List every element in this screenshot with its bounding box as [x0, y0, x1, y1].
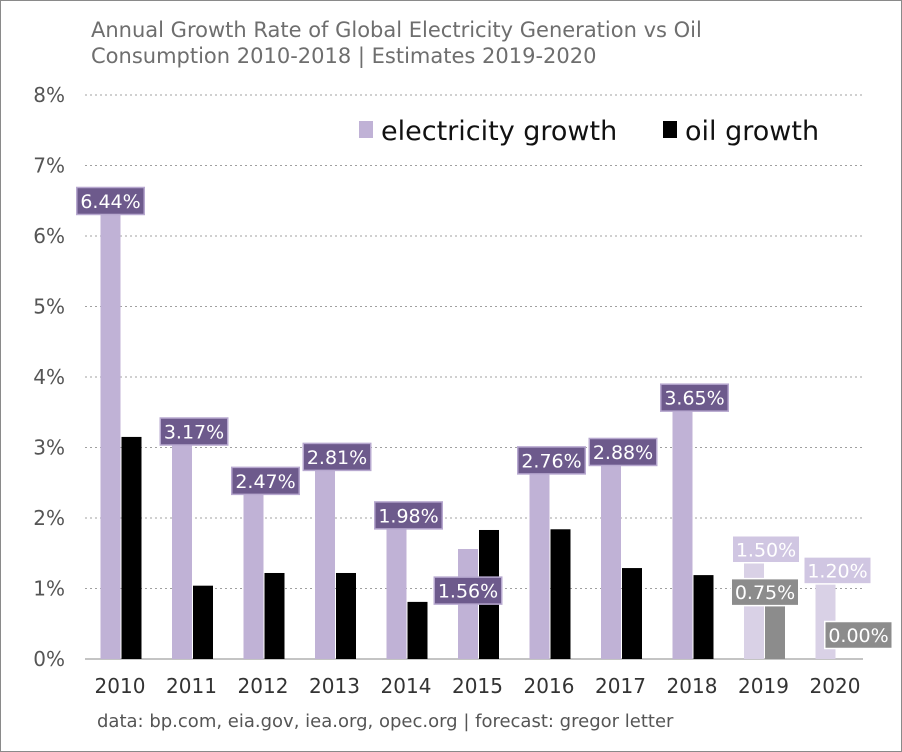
label-electricity-2010: 6.44%	[76, 186, 145, 216]
label-electricity-2013-box	[302, 442, 372, 472]
chart-title-line-2: Consumption 2010-2018 | Estimates 2019-2…	[91, 44, 597, 68]
y-tick-label: 1%	[33, 577, 65, 601]
y-tick-label: 2%	[33, 506, 65, 530]
label-electricity-2013-text: 2.81%	[307, 447, 367, 469]
y-tick-label: 7%	[33, 154, 65, 178]
x-tick-label: 2014	[381, 674, 432, 698]
label-oil-2019: 0.75%	[730, 577, 800, 607]
x-tick-label: 2012	[238, 674, 289, 698]
label-electricity-2015: 1.56%	[433, 576, 503, 605]
label-electricity-2018: 3.65%	[660, 383, 729, 412]
bar-oil-2017	[622, 568, 642, 659]
y-tick-label: 3%	[33, 436, 65, 460]
x-tick-label: 2013	[309, 674, 360, 698]
label-oil-2019-text: 0.75%	[735, 582, 795, 604]
y-tick-label: 0%	[33, 647, 65, 671]
label-electricity-2017: 2.88%	[588, 437, 658, 467]
label-oil-2019-box	[730, 577, 800, 607]
x-axis: 2010 2011 2012 2013 2014 2015 2016 2017 2018 2019…	[95, 674, 861, 698]
label-oil-2020-box	[824, 620, 893, 650]
bar-oil-2012	[264, 572, 285, 659]
label-electricity-2019-text: 1.50%	[736, 539, 796, 561]
y-tick-label: 4%	[33, 365, 65, 389]
label-electricity-2017-text: 2.88%	[593, 442, 653, 464]
label-electricity-2010-box	[76, 186, 145, 216]
label-electricity-2015-box	[433, 576, 503, 605]
label-electricity-2015-text: 1.56%	[438, 581, 498, 603]
bar-oil-2019	[765, 606, 785, 659]
x-tick-label: 2011	[166, 674, 217, 698]
bar-oil-2018	[693, 575, 714, 659]
label-oil-2020-text: 0.00%	[828, 625, 888, 647]
bar-electricity-2014	[386, 519, 407, 659]
legend-swatch-oil	[663, 121, 677, 138]
bar-electricity-2011	[172, 435, 192, 659]
data-labels: 6.44% 3.17% 2.47% 2.81% 1.98% 1.56% 2.76% 2.88%…	[76, 186, 893, 650]
y-tick-label: 5%	[33, 295, 65, 319]
label-electricity-2014-box	[374, 501, 443, 530]
x-tick-label: 2018	[667, 674, 718, 698]
label-electricity-2012: 2.47%	[231, 466, 300, 496]
label-electricity-2011-text: 3.17%	[164, 422, 224, 444]
legend-label-electricity: electricity growth	[381, 116, 617, 147]
label-oil-2020: 0.00%	[824, 620, 893, 650]
bar-oil-2014	[407, 601, 428, 659]
bar-electricity-2017	[601, 455, 621, 659]
bar-oil-2016	[550, 529, 571, 659]
chart-title-line-1: Annual Growth Rate of Global Electricity…	[91, 18, 702, 42]
legend: electricity growth oil growth	[359, 116, 819, 147]
label-electricity-2011: 3.17%	[159, 417, 229, 446]
label-electricity-2019: 1.50%	[731, 535, 801, 564]
label-electricity-2014-text: 1.98%	[378, 505, 438, 527]
y-axis: 0% 1% 2% 3% 4% 5% 6% 7% 8%	[33, 83, 65, 671]
label-electricity-2020-box	[803, 556, 872, 585]
bar-electricity-2010	[100, 204, 121, 660]
label-electricity-2016-text: 2.76%	[521, 450, 581, 472]
x-tick-label: 2015	[452, 674, 503, 698]
label-electricity-2016-box	[517, 446, 586, 475]
x-tick-label: 2016	[524, 674, 575, 698]
chart-title: Annual Growth Rate of Global Electricity…	[91, 17, 702, 69]
y-tick-label: 8%	[33, 83, 65, 107]
label-electricity-2019-box	[731, 535, 801, 564]
label-electricity-2014: 1.98%	[374, 501, 443, 530]
bar-oil-2013	[336, 572, 356, 659]
bar-electricity-2013	[315, 460, 335, 659]
label-electricity-2017-box	[588, 437, 658, 467]
label-electricity-2020: 1.20%	[803, 556, 872, 585]
bar-oil-2010	[121, 436, 142, 659]
x-tick-label: 2020	[810, 674, 861, 698]
x-tick-label: 2010	[95, 674, 146, 698]
bar-oil-2011	[193, 585, 213, 659]
x-tick-label: 2017	[595, 674, 646, 698]
label-electricity-2018-box	[660, 383, 729, 412]
bar-electricity-2012	[243, 484, 264, 659]
bar-electricity-2016	[529, 464, 550, 659]
label-electricity-2012-text: 2.47%	[235, 471, 295, 493]
label-electricity-2018-text: 3.65%	[664, 388, 724, 410]
legend-label-oil: oil growth	[685, 116, 819, 147]
label-electricity-2010-text: 6.44%	[80, 191, 140, 213]
label-electricity-2013: 2.81%	[302, 442, 372, 472]
label-electricity-2020-text: 1.20%	[807, 560, 867, 582]
source-note: data: bp.com, eia.gov, iea.org, opec.org…	[97, 711, 674, 732]
bar-electricity-2018	[672, 401, 693, 659]
y-tick-label: 6%	[33, 224, 65, 248]
label-electricity-2016: 2.76%	[517, 446, 586, 475]
legend-swatch-electricity	[359, 121, 373, 138]
x-tick-label: 2019	[738, 674, 789, 698]
label-electricity-2011-box	[159, 417, 229, 446]
label-electricity-2012-box	[231, 466, 300, 496]
